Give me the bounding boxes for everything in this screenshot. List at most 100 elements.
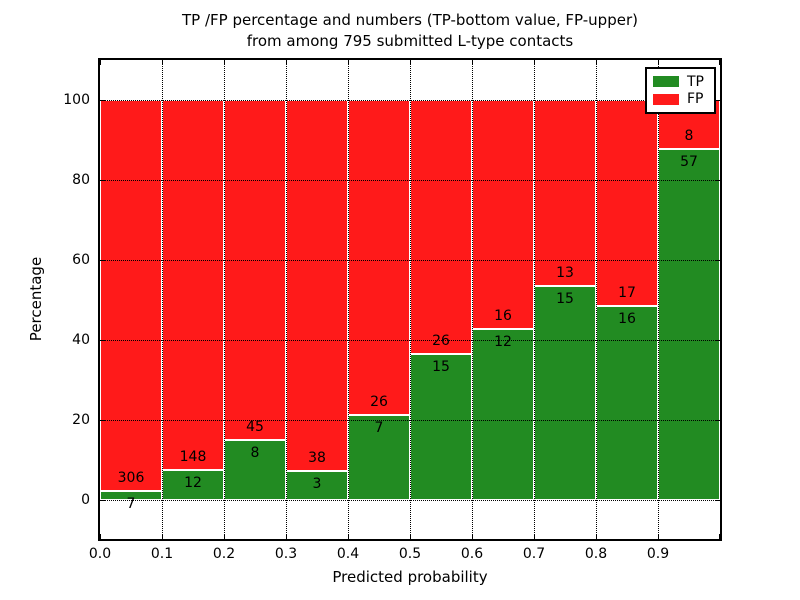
x-tick-label: 0.2 — [212, 546, 236, 562]
x-tick-label: 0.7 — [522, 546, 546, 562]
x-tick-label: 0.1 — [150, 546, 174, 562]
y-tick-mark — [715, 100, 720, 101]
x-tick-mark — [410, 60, 411, 65]
x-tick-mark — [596, 534, 597, 539]
gridline-horizontal — [100, 99, 720, 101]
x-tick-label: 0.9 — [646, 546, 670, 562]
x-tick-mark — [286, 60, 287, 65]
x-axis-label: Predicted probability — [332, 568, 488, 586]
bar-tp-count-label: 7 — [374, 420, 384, 437]
gridline-horizontal — [100, 419, 720, 421]
y-tick-mark — [715, 500, 720, 501]
bar-tp-count-label: 3 — [312, 475, 322, 492]
chart-title: TP /FP percentage and numbers (TP-bottom… — [90, 10, 730, 52]
bar-tp-segment — [472, 328, 534, 500]
y-tick-label: 20 — [72, 412, 90, 428]
gridline-vertical — [533, 60, 535, 539]
bar-fp-segment — [472, 100, 534, 329]
y-tick-mark — [100, 260, 105, 261]
gridline-horizontal — [100, 259, 720, 261]
y-tick-label: 80 — [72, 172, 90, 188]
x-tick-mark — [162, 534, 163, 539]
x-tick-mark — [100, 534, 101, 539]
bar-tp-count-label: 15 — [432, 358, 450, 375]
gridline-vertical — [657, 60, 659, 539]
x-tick-label: 0.5 — [398, 546, 422, 562]
bar-fp-count-label: 306 — [117, 470, 145, 487]
bar-tp-segment — [224, 439, 286, 500]
y-tick-mark — [715, 180, 720, 181]
bar-tp-count-label: 12 — [494, 333, 512, 350]
gridline-horizontal — [100, 499, 720, 501]
y-tick-mark — [100, 500, 105, 501]
y-tick-mark — [715, 340, 720, 341]
x-tick-mark — [348, 60, 349, 65]
y-tick-label: 40 — [72, 332, 90, 348]
bar-tp-count-label: 57 — [680, 154, 698, 171]
bar-fp-segment — [596, 100, 658, 307]
bar-fp-count-label: 26 — [370, 394, 388, 411]
gridline-vertical — [347, 60, 349, 539]
gridline-vertical — [471, 60, 473, 539]
x-tick-mark — [100, 60, 101, 65]
x-tick-label: 0.3 — [274, 546, 298, 562]
bar-tp-count-label: 7 — [126, 496, 136, 513]
y-tick-mark — [100, 420, 105, 421]
legend-entry-fp: FP — [653, 92, 708, 106]
gridline-vertical — [595, 60, 597, 539]
x-tick-mark — [472, 534, 473, 539]
x-tick-mark — [224, 60, 225, 65]
x-tick-mark — [472, 60, 473, 65]
gridline-vertical — [161, 60, 163, 539]
x-tick-label: 0.4 — [336, 546, 360, 562]
bar-tp-segment — [410, 353, 472, 500]
bar-fp-count-label: 16 — [494, 307, 512, 324]
x-tick-mark — [596, 60, 597, 65]
bar-fp-count-label: 38 — [308, 449, 326, 466]
x-tick-mark — [719, 534, 720, 539]
plot-area: 306 7 148 12 45 8 38 3 26 7 26 15 16 12 13 15 17 16 8 57 — [98, 58, 722, 541]
bar-fp-segment — [348, 100, 410, 416]
x-tick-mark — [348, 534, 349, 539]
bar-fp-segment — [162, 100, 224, 470]
chart-title-line-1: TP /FP percentage and numbers (TP-bottom… — [182, 11, 638, 29]
x-tick-mark — [658, 60, 659, 65]
bar-tp-segment — [534, 285, 596, 500]
legend-entry-tp: TP — [653, 75, 708, 89]
x-tick-label: 0.0 — [88, 546, 112, 562]
gridline-horizontal — [100, 339, 720, 341]
tp-legend-swatch — [653, 76, 679, 88]
fp-legend-swatch — [653, 93, 679, 105]
x-tick-mark — [162, 60, 163, 65]
bar-tp-count-label: 15 — [556, 290, 574, 307]
bar-tp-count-label: 16 — [618, 311, 636, 328]
bar-fp-segment — [286, 100, 348, 471]
gridline-vertical — [409, 60, 411, 539]
bar-tp-segment — [596, 306, 658, 500]
y-tick-mark — [715, 260, 720, 261]
bar-fp-segment — [534, 100, 596, 286]
legend: TP FP — [645, 67, 716, 114]
x-tick-label: 0.8 — [584, 546, 608, 562]
bar-fp-count-label: 17 — [618, 285, 636, 302]
chart-title-line-2: from among 795 submitted L-type contacts — [246, 32, 574, 50]
bar-tp-count-label: 8 — [250, 444, 260, 461]
bar-tp-count-label: 12 — [184, 475, 202, 491]
tp-legend-label: TP — [687, 73, 704, 90]
y-tick-label: 100 — [63, 92, 90, 108]
x-tick-mark — [658, 534, 659, 539]
bar-fp-count-label: 26 — [432, 332, 450, 349]
y-tick-mark — [100, 340, 105, 341]
y-tick-label: 0 — [81, 492, 90, 508]
bar-fp-count-label: 8 — [684, 128, 694, 145]
bar-fp-count-label: 148 — [179, 449, 207, 465]
bar-fp-count-label: 45 — [246, 418, 264, 435]
y-tick-mark — [100, 100, 105, 101]
gridline-vertical — [223, 60, 225, 539]
bar-tp-segment — [658, 149, 720, 500]
x-tick-mark — [410, 534, 411, 539]
x-tick-mark — [534, 534, 535, 539]
gridline-vertical — [285, 60, 287, 539]
x-tick-mark — [534, 60, 535, 65]
